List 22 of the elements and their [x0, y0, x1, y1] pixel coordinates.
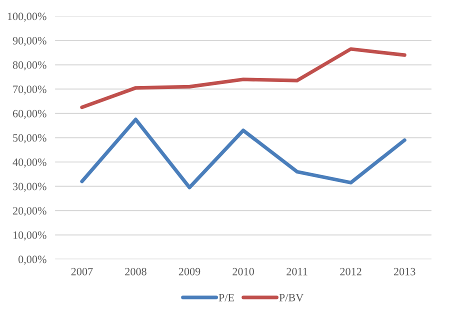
y-tick-label: 10,00%	[13, 231, 46, 240]
x-tick-label: 2011	[286, 268, 308, 276]
x-tick-label: 2013	[394, 268, 416, 276]
y-tick-label: 70,00%	[13, 86, 46, 95]
x-tick-label: 2010	[232, 268, 254, 276]
y-tick-label: 90,00%	[12, 36, 46, 46]
legend-label: P/BV	[279, 294, 304, 302]
y-tick-label: 100,00%	[8, 12, 46, 22]
y-tick-label: 40,00%	[12, 158, 46, 168]
x-tick-label: 2009	[178, 268, 200, 276]
y-tick-label: 60,00%	[12, 110, 46, 119]
y-tick-label: 80,00%	[12, 61, 46, 70]
line-series	[80, 47, 406, 110]
y-tick-label: 0,00%	[18, 256, 46, 265]
x-tick-label: 2007	[71, 268, 93, 276]
y-tick-label: 30,00%	[13, 182, 46, 192]
x-tick-label: 2012	[340, 268, 362, 276]
legend-label: P/E	[218, 294, 234, 302]
x-tick-label: 2008	[125, 268, 146, 276]
y-tick-label: 50,00%	[13, 134, 46, 144]
y-tick-label: 20,00%	[12, 207, 46, 216]
line-series	[80, 118, 406, 190]
